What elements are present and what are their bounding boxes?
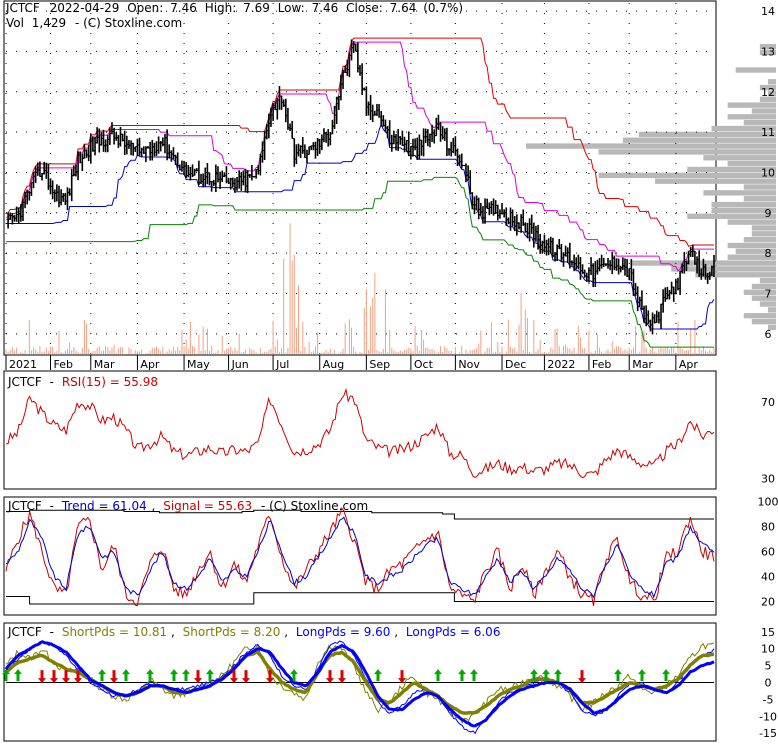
profile-bar: [752, 225, 776, 230]
open-label: Open:: [127, 1, 163, 15]
profile-bar: [768, 79, 776, 84]
rsi-y-tick: 70: [761, 396, 775, 409]
close-label: Close:: [346, 1, 383, 15]
price-y-tick: 11: [761, 126, 775, 139]
pds-y-tick: 15: [761, 626, 775, 639]
profile-bar: [752, 319, 776, 324]
price-y-tick: 13: [761, 45, 775, 58]
pds-symbol: JCTCF: [7, 625, 42, 639]
profile-bar: [703, 190, 776, 195]
x-tick-label: Feb: [592, 358, 611, 371]
pds-y-tick: 10: [761, 643, 775, 656]
price-y-tick: 7: [765, 287, 772, 300]
x-tick-label: Apr: [140, 358, 160, 371]
close-value: 7.64: [390, 1, 417, 15]
profile-bar: [623, 138, 776, 143]
profile-bar: [728, 219, 776, 224]
open-value: 7.46: [170, 1, 197, 15]
trend-header: JCTCF - Trend = 61.04 , Signal = 55.63 -…: [7, 499, 368, 513]
profile-bar: [744, 120, 776, 125]
profile-bar: [768, 307, 776, 312]
price-header: JCTCF 2022-04-29 Open: 7.46 High: 7.69 L…: [5, 1, 463, 15]
x-tick-label: 2022: [547, 358, 575, 371]
price-y-tick: 14: [761, 5, 775, 18]
source-label: - (C) Stoxline.com: [75, 16, 182, 30]
profile-bar: [599, 173, 776, 178]
pds-y-tick: -10: [759, 710, 777, 723]
profile-bar: [703, 155, 776, 160]
x-tick-label: Dec: [505, 358, 526, 371]
month-x-ticks: 2021 Feb Mar Apr May Jun Jul Aug Sep Oct Nov Dec 202…: [6, 355, 698, 371]
long-fast-label: LongPds = 9.60: [296, 625, 391, 639]
x-tick-label: Nov: [458, 358, 480, 371]
short-fast-label: ShortPds = 10.81: [62, 625, 167, 639]
x-tick-label: Feb: [54, 358, 73, 371]
trend-y-tick: 20: [761, 596, 775, 609]
x-tick-label: 2021: [9, 358, 37, 371]
trend-y-tick: 100: [758, 496, 778, 509]
price-y-tick: 8: [765, 247, 772, 260]
profile-bar: [526, 143, 776, 148]
profile-bar: [736, 67, 776, 72]
vol-value: 1,429: [32, 16, 66, 30]
high-value: 7.69: [243, 1, 270, 15]
rsi-symbol: JCTCF: [7, 375, 42, 389]
profile-bar: [760, 301, 776, 306]
profile-bar: [728, 114, 776, 119]
trend-y-tick: 60: [761, 546, 775, 559]
price-y-tick: 6: [765, 328, 772, 341]
trend-label: Trend = 61.04: [61, 499, 147, 513]
trend-symbol: JCTCF: [7, 499, 42, 513]
x-tick-label: Jul: [275, 358, 289, 371]
profile-bar: [639, 132, 776, 137]
rsi-header: JCTCF - RSI(15) = 55.98: [7, 375, 158, 389]
pds-header: JCTCF - ShortPds = 10.81 , ShortPds = 8.…: [7, 625, 500, 639]
x-tick-label: Aug: [323, 358, 344, 371]
profile-bar: [744, 196, 776, 201]
rsi-y-tick: 30: [761, 472, 775, 485]
trend-y-tick: 80: [761, 521, 775, 534]
x-tick-label: Apr: [679, 358, 699, 371]
profile-bar: [760, 278, 776, 283]
x-tick-label: May: [187, 358, 210, 371]
price-y-tick: 9: [765, 207, 772, 220]
x-tick-label: Oct: [414, 358, 434, 371]
change-value: (0.7%): [423, 1, 463, 15]
profile-bar: [752, 108, 776, 113]
pds-y-tick: -5: [763, 693, 774, 706]
long-slow-label: LongPds = 6.06: [406, 625, 501, 639]
price-y-tick: 12: [761, 86, 775, 99]
date: 2022-04-29: [50, 1, 120, 15]
vol-label: Vol: [6, 16, 24, 30]
pds-y-tick: 0: [765, 677, 772, 690]
x-tick-label: Jun: [231, 358, 249, 371]
x-tick-label: Mar: [632, 358, 653, 371]
low-value: 7.46: [312, 1, 339, 15]
symbol: JCTCF: [5, 1, 40, 15]
trend-source: - (C) Stoxline.com: [261, 499, 368, 513]
profile-bar: [655, 179, 776, 184]
x-tick-label: Sep: [369, 358, 390, 371]
low-label: Low:: [278, 1, 305, 15]
pds-y-tick: -15: [759, 727, 777, 740]
price-y-tick: 10: [761, 166, 775, 179]
trend-y-tick: 40: [761, 571, 775, 584]
profile-bar: [687, 214, 776, 219]
signal-label: Signal = 55.63: [163, 499, 252, 513]
volume-header: Vol 1,429 - (C) Stoxline.com: [6, 16, 182, 30]
profile-bar: [744, 313, 776, 318]
profile-bar: [728, 102, 776, 107]
profile-bar: [744, 184, 776, 189]
profile-bar: [744, 237, 776, 242]
rsi-label: RSI(15) = 55.98: [62, 375, 158, 389]
pds-y-tick: 5: [765, 660, 772, 673]
profile-bar: [599, 149, 776, 154]
short-slow-label: ShortPds = 8.20: [183, 625, 281, 639]
x-tick-label: Mar: [94, 358, 115, 371]
profile-bar: [752, 231, 776, 236]
high-label: High:: [205, 1, 237, 15]
